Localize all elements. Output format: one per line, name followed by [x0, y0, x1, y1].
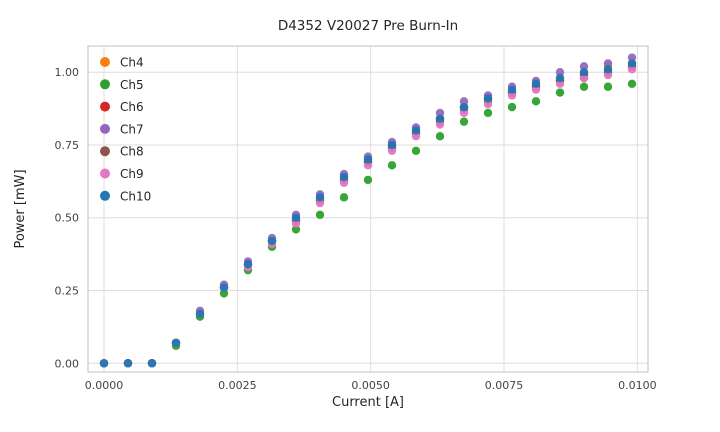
data-point-ch5 [627, 79, 637, 89]
data-point-ch10 [171, 338, 181, 348]
data-point-ch5 [435, 132, 445, 141]
x-axis-label: Current [A] [332, 395, 404, 410]
data-point-ch10 [267, 236, 277, 246]
data-point-ch5 [339, 193, 349, 202]
data-point-ch5 [363, 175, 373, 185]
data-point-ch5 [579, 82, 589, 91]
data-point-ch5 [603, 82, 613, 91]
y-tick-label: 0.25 [55, 285, 80, 298]
data-point-ch10 [459, 102, 469, 112]
data-point-ch5 [315, 210, 325, 220]
legend-label-ch8: Ch8 [120, 145, 144, 159]
data-point-ch10 [507, 85, 517, 94]
data-point-ch9 [483, 100, 493, 109]
data-point-ch5 [219, 289, 229, 298]
data-point-ch9 [459, 108, 469, 118]
legend-marker-ch9 [100, 168, 110, 179]
legend-marker-ch7 [100, 123, 110, 134]
data-point-ch10 [627, 59, 637, 68]
y-tick-label: 1.00 [55, 66, 80, 79]
data-point-ch10 [219, 283, 229, 292]
legend-label-ch10: Ch10 [120, 189, 151, 203]
data-point-ch10 [603, 65, 613, 74]
plot-area [88, 46, 648, 372]
data-point-ch9 [291, 219, 301, 228]
data-point-ch9 [603, 70, 613, 80]
data-point-ch5 [555, 88, 565, 97]
x-tick-label: 0.0025 [218, 379, 257, 392]
legend-marker-ch5 [100, 79, 110, 90]
x-tick-label: 0.0100 [618, 379, 657, 392]
data-point-ch7 [627, 53, 637, 62]
data-point-ch10 [147, 359, 157, 368]
y-tick-label: 0.50 [55, 212, 80, 225]
data-point-ch7 [603, 59, 613, 68]
x-tick-label: 0.0000 [85, 379, 124, 392]
data-point-ch10 [99, 359, 109, 368]
data-point-ch10 [555, 73, 565, 83]
legend-marker-ch10 [100, 190, 110, 201]
data-point-ch9 [339, 178, 349, 188]
data-point-ch7 [435, 108, 445, 118]
y-axis-label: Power [mW] [13, 169, 28, 248]
data-point-ch10 [123, 359, 133, 368]
data-point-ch9 [387, 146, 397, 155]
data-point-ch10 [315, 193, 325, 202]
data-point-ch9 [363, 161, 373, 170]
legend-marker-ch4 [100, 57, 110, 67]
data-point-ch10 [339, 172, 349, 182]
data-point-ch10 [531, 79, 541, 89]
x-tick-label: 0.0050 [351, 379, 390, 392]
legend-label-ch4: Ch4 [120, 56, 144, 70]
data-point-ch5 [459, 117, 469, 126]
data-point-ch5 [387, 161, 397, 170]
data-point-ch10 [579, 67, 589, 77]
data-point-ch9 [507, 91, 517, 100]
legend-marker-ch6 [100, 101, 110, 112]
y-tick-label: 0.00 [55, 357, 80, 370]
legend-label-ch6: Ch6 [120, 100, 144, 114]
data-point-ch10 [195, 309, 205, 318]
data-point-ch10 [363, 155, 373, 164]
data-point-ch5 [531, 97, 541, 106]
data-point-ch9 [411, 132, 421, 141]
legend-label-ch7: Ch7 [120, 122, 144, 136]
data-point-ch5 [507, 102, 517, 112]
legend-label-ch9: Ch9 [120, 167, 144, 181]
data-point-ch9 [627, 65, 637, 74]
chart-title: D4352 V20027 Pre Burn-In [278, 18, 458, 34]
data-point-ch7 [459, 97, 469, 106]
data-point-ch7 [555, 67, 565, 77]
data-point-ch10 [483, 94, 493, 103]
data-point-ch9 [315, 198, 325, 208]
data-point-ch5 [483, 108, 493, 118]
data-point-ch10 [435, 114, 445, 123]
data-point-ch5 [411, 146, 421, 155]
data-point-ch9 [555, 79, 565, 89]
data-point-ch10 [291, 213, 301, 222]
data-point-ch7 [579, 62, 589, 71]
plot-border [87, 45, 649, 373]
data-point-ch9 [531, 85, 541, 94]
data-point-ch5 [291, 225, 301, 234]
legend-marker-ch8 [100, 146, 110, 157]
data-point-ch10 [387, 140, 397, 150]
data-point-ch9 [579, 73, 589, 83]
data-point-ch9 [435, 120, 445, 129]
x-tick-label: 0.0075 [485, 379, 524, 392]
data-point-ch10 [411, 126, 421, 135]
legend-label-ch5: Ch5 [120, 78, 144, 92]
y-tick-label: 0.75 [55, 139, 80, 152]
data-point-ch10 [243, 260, 253, 269]
